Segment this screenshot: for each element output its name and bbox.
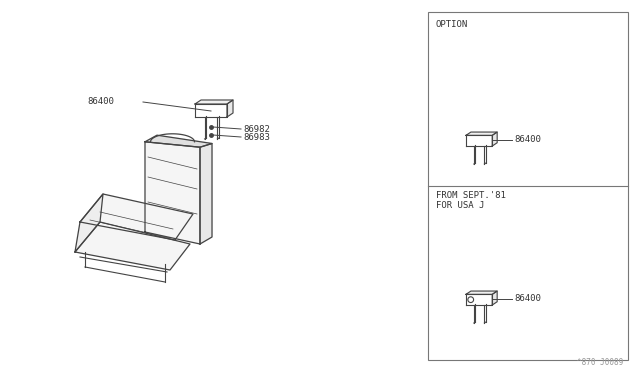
Bar	[428, 12, 628, 360]
Text: 86983: 86983	[243, 132, 270, 141]
Polygon shape	[466, 132, 497, 135]
Polygon shape	[227, 100, 233, 117]
Text: 86400: 86400	[515, 294, 541, 303]
Polygon shape	[200, 144, 212, 244]
Polygon shape	[195, 104, 227, 117]
Polygon shape	[492, 291, 497, 305]
Polygon shape	[195, 100, 233, 104]
Text: 86400: 86400	[87, 97, 114, 106]
Polygon shape	[492, 132, 497, 146]
Circle shape	[468, 297, 474, 302]
Polygon shape	[75, 222, 190, 270]
Polygon shape	[80, 194, 193, 240]
Polygon shape	[145, 142, 200, 244]
Text: OPTION: OPTION	[436, 20, 468, 29]
Text: 86400: 86400	[515, 135, 541, 144]
Polygon shape	[466, 294, 492, 305]
Polygon shape	[75, 194, 103, 252]
Polygon shape	[466, 291, 497, 294]
Polygon shape	[145, 135, 212, 147]
Text: FOR USA J: FOR USA J	[436, 201, 484, 210]
Text: 86982: 86982	[243, 125, 270, 134]
Text: ^870 J0089: ^870 J0089	[577, 358, 623, 367]
Text: FROM SEPT.'81: FROM SEPT.'81	[436, 191, 506, 200]
Polygon shape	[466, 135, 492, 146]
